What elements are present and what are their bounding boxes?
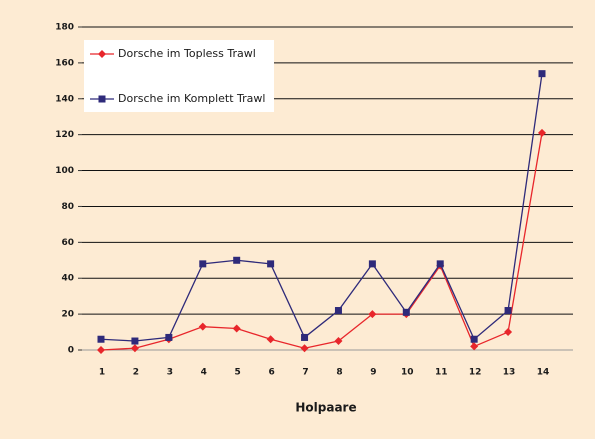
data-point — [131, 337, 139, 345]
data-point — [538, 70, 546, 78]
x-tick-label: 13 — [503, 368, 516, 378]
data-point — [470, 335, 478, 343]
data-point — [538, 128, 546, 137]
x-tick-label: 9 — [370, 368, 376, 378]
y-tick-label: 160 — [55, 58, 74, 68]
data-point — [402, 308, 410, 316]
data-point — [199, 260, 207, 268]
x-tick-label: 3 — [167, 368, 173, 378]
data-point — [198, 322, 207, 331]
data-point — [368, 310, 377, 319]
data-point — [300, 344, 309, 353]
x-tick-label: 4 — [201, 368, 207, 378]
data-point — [233, 256, 241, 264]
series-line — [100, 132, 543, 351]
data-point — [334, 307, 342, 315]
legend-marker — [98, 50, 106, 58]
y-tick-label: 80 — [61, 202, 74, 212]
data-point — [301, 333, 309, 341]
data-point — [232, 324, 241, 333]
y-tick-label: 20 — [61, 310, 74, 320]
y-tick-label: 140 — [55, 94, 74, 104]
x-tick-label: 7 — [302, 368, 308, 378]
legend-marker — [98, 95, 106, 103]
data-point — [97, 335, 105, 343]
x-tick-label: 10 — [401, 368, 414, 378]
y-tick-label: 60 — [61, 238, 74, 248]
y-tick-label: 180 — [55, 23, 74, 33]
y-tick-label: 120 — [55, 130, 74, 140]
x-axis-label: Holpaare — [295, 401, 356, 415]
data-point — [368, 260, 376, 268]
x-tick-label: 1 — [99, 368, 105, 378]
x-tick-label: 8 — [336, 368, 342, 378]
legend-box — [84, 40, 274, 112]
y-tick-label: 40 — [61, 274, 74, 284]
x-tick-label: 2 — [133, 368, 139, 378]
data-point — [130, 344, 139, 353]
x-tick-label: 12 — [469, 368, 482, 378]
y-tick-label: 0 — [68, 346, 74, 356]
data-point — [504, 307, 512, 315]
y-tick-label: 100 — [55, 166, 74, 176]
data-point — [436, 260, 444, 268]
data-point — [165, 333, 173, 341]
legend-label: Dorsche im Komplett Trawl — [118, 92, 265, 105]
x-tick-label: 5 — [235, 368, 241, 378]
data-point — [267, 260, 275, 268]
data-point — [97, 346, 105, 354]
x-tick-label: 6 — [268, 368, 274, 378]
legend-label: Dorsche im Topless Trawl — [118, 47, 256, 60]
data-point — [470, 342, 479, 351]
x-tick-label: 14 — [537, 368, 550, 378]
data-point — [266, 335, 275, 344]
data-point — [334, 337, 343, 346]
data-point — [504, 328, 513, 337]
series-line — [100, 73, 543, 342]
x-tick-label: 11 — [435, 368, 448, 378]
